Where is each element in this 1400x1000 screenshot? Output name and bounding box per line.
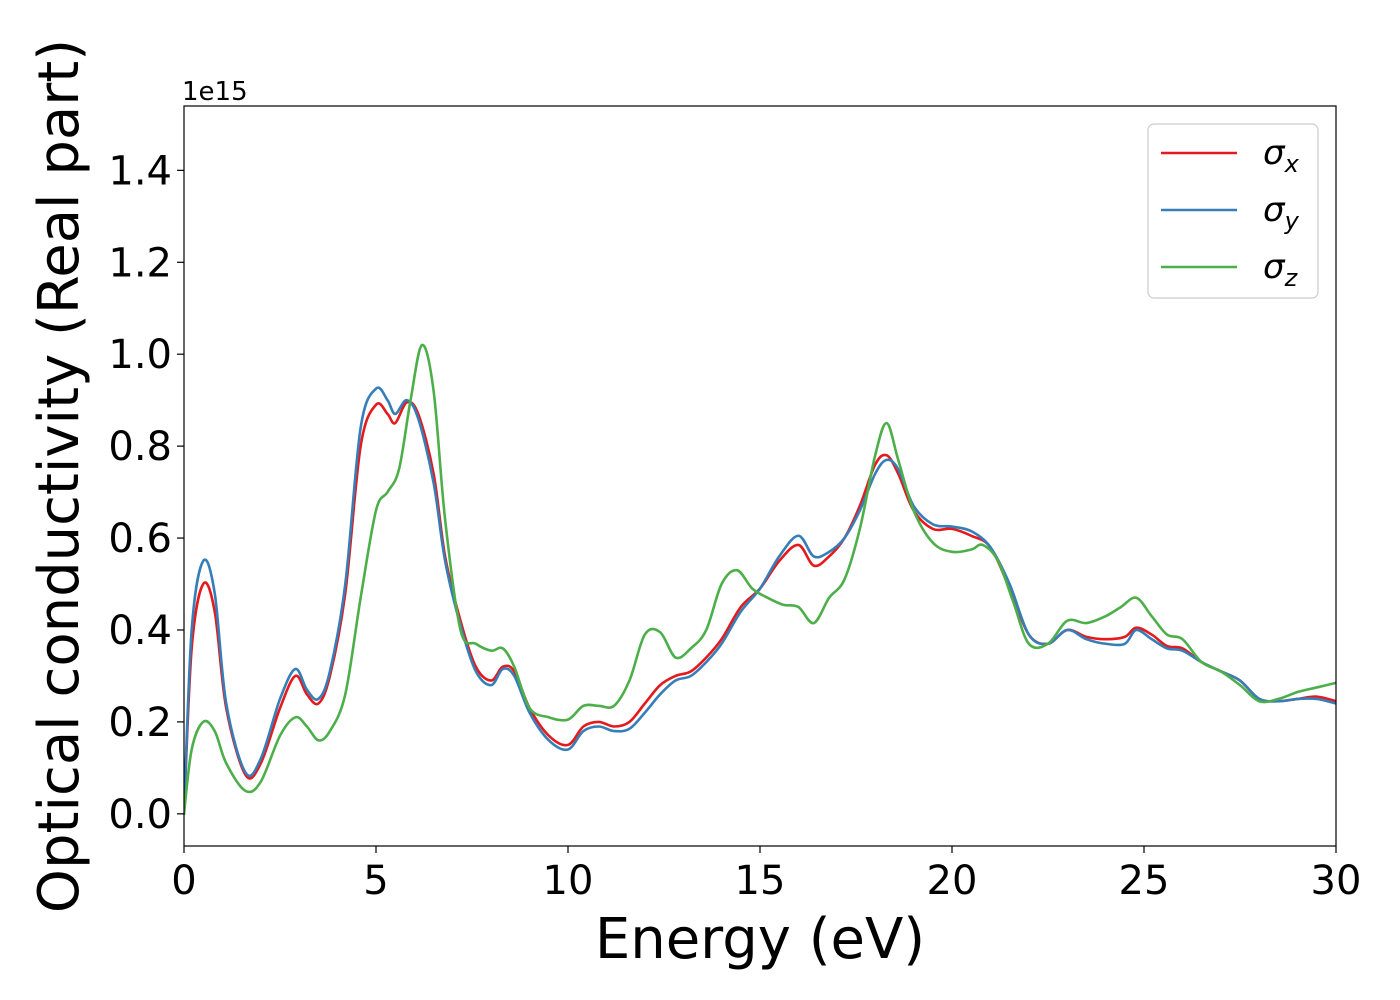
y-tick-label: 1.0 xyxy=(108,332,172,378)
x-tick-label: 20 xyxy=(927,858,978,904)
y-offset-label: 1e15 xyxy=(182,77,248,107)
y-axis-title: Optical conductivity (Real part) xyxy=(27,39,92,913)
legend-label-x: σx xyxy=(1263,133,1300,178)
legend-label-z: σz xyxy=(1263,247,1299,292)
y-tick-label: 0.8 xyxy=(108,424,172,470)
series-line-z xyxy=(184,343,1336,816)
x-tick-label: 25 xyxy=(1119,858,1170,904)
x-tick-label: 5 xyxy=(363,858,388,904)
x-axis: 0 5 10 15 20 25 30 xyxy=(171,846,1361,904)
x-tick-label: 10 xyxy=(543,858,594,904)
y-tick-label: 1.2 xyxy=(108,240,172,286)
x-tick-label: 30 xyxy=(1311,858,1362,904)
y-axis: 0.0 0.2 0.4 0.6 0.8 1.0 1.2 1.4 xyxy=(108,148,184,838)
x-tick-label: 0 xyxy=(171,858,196,904)
x-tick-label: 15 xyxy=(735,858,786,904)
series-layer xyxy=(184,343,1336,816)
plot-background xyxy=(184,106,1336,846)
legend-items: σx σy σz xyxy=(1161,133,1300,292)
legend-label-y: σy xyxy=(1263,190,1300,235)
legend: σx σy σz xyxy=(1147,123,1319,299)
y-tick-label: 1.4 xyxy=(108,148,172,194)
y-tick-label: 0.0 xyxy=(108,792,172,838)
y-tick-label: 0.4 xyxy=(108,608,172,654)
y-tick-label: 0.6 xyxy=(108,516,172,562)
series-line-y xyxy=(184,386,1336,816)
y-tick-label: 0.2 xyxy=(108,700,172,746)
x-axis-title: Energy (eV) xyxy=(595,907,925,972)
